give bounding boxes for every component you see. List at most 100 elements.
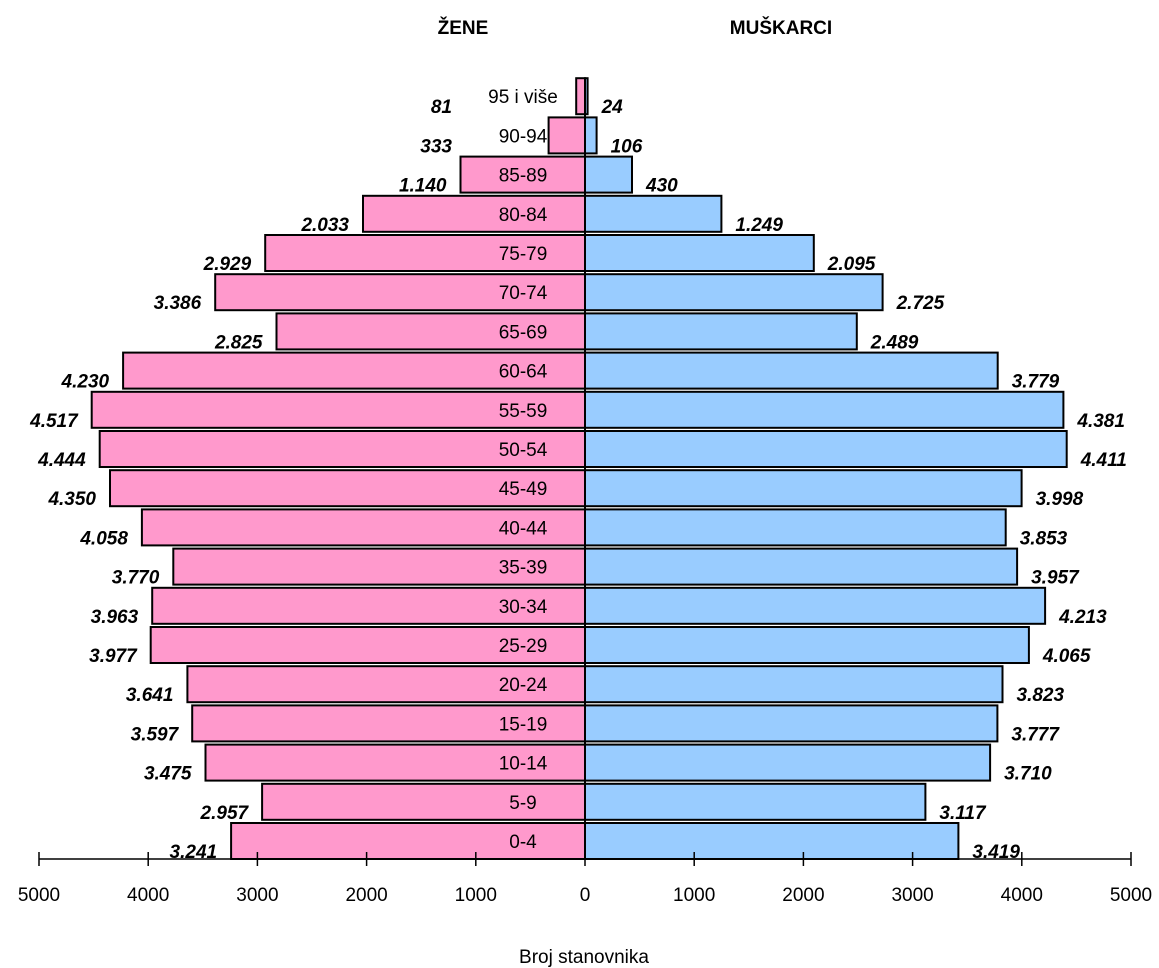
bar-women-35-39: [172, 547, 587, 586]
value-label-women-70-74: 3.386: [154, 293, 202, 314]
value-label-men-80-84: 1.249: [735, 215, 783, 236]
age-group-labels: 0-4 5-9 10-14 15-19 20-24 25-29 30-34 35-39 40-4…: [488, 87, 558, 853]
age-label-5-9: 5-9: [509, 793, 536, 814]
bar-men-75-79: [584, 234, 815, 272]
bar-women-40-44: [140, 508, 586, 547]
value-label-women-60-64: 4.230: [61, 372, 110, 393]
bar-women-5-9: [261, 782, 586, 821]
value-label-men-60-64: 3.779: [1012, 372, 1060, 393]
bar-women-60-64: [122, 351, 586, 390]
value-label-men-85-89: 430: [645, 176, 678, 197]
value-label-men-95-i-više: 24: [601, 97, 624, 118]
value-label-women-90-94: 333: [420, 136, 452, 157]
bar-men-60-64: [584, 351, 999, 390]
bar-men-5-9: [584, 782, 927, 821]
age-label-15-19: 15-19: [499, 714, 548, 735]
value-label-women-85-89: 1.140: [399, 176, 447, 197]
value-label-men-5-9: 3.117: [939, 803, 987, 824]
age-label-85-89: 85-89: [499, 166, 548, 187]
age-label-0-4: 0-4: [509, 832, 537, 853]
value-label-men-10-14: 3.710: [1004, 764, 1052, 785]
bar-women-25-29: [149, 626, 586, 664]
value-label-men-90-94: 106: [611, 136, 643, 157]
value-label-women-25-29: 3.977: [89, 646, 138, 667]
value-label-men-35-39: 3.957: [1031, 568, 1080, 589]
value-label-women-45-49: 4.350: [47, 489, 96, 510]
bar-men-50-54: [584, 430, 1068, 468]
x-axis-title: Broj stanovnika: [519, 947, 649, 968]
bar-women-90-94: [547, 116, 586, 155]
age-label-95-i-više: 95 i više: [488, 87, 558, 108]
value-label-women-15-19: 3.597: [131, 724, 180, 745]
bar-women-55-59: [90, 390, 586, 429]
bar-women-80-84: [362, 194, 586, 233]
age-label-75-79: 75-79: [499, 244, 548, 265]
value-label-women-35-39: 3.770: [112, 568, 160, 589]
value-label-men-50-54: 4.411: [1080, 450, 1127, 471]
value-label-women-75-79: 2.929: [203, 254, 252, 275]
value-label-women-50-54: 4.444: [37, 450, 86, 471]
x-tick-label: 1000: [673, 885, 715, 906]
value-label-women-5-9: 2.957: [200, 803, 250, 824]
age-label-20-24: 20-24: [499, 675, 548, 696]
bar-men-85-89: [584, 155, 633, 194]
value-label-men-40-44: 3.853: [1020, 528, 1068, 549]
x-tick-label: 4000: [1001, 885, 1043, 906]
men-bars: [584, 77, 1068, 860]
age-label-25-29: 25-29: [499, 636, 548, 657]
bar-men-10-14: [584, 743, 992, 782]
bar-men-40-44: [584, 508, 1007, 547]
age-label-55-59: 55-59: [499, 401, 548, 422]
bar-men-35-39: [584, 547, 1019, 586]
x-tick-label: 3000: [891, 885, 933, 906]
age-label-50-54: 50-54: [499, 440, 548, 461]
value-label-women-65-69: 2.825: [214, 332, 263, 353]
bar-women-20-24: [186, 665, 586, 704]
value-label-men-55-59: 4.381: [1076, 411, 1125, 432]
age-label-90-94: 90-94: [499, 126, 548, 147]
value-label-women-0-4: 3.241: [170, 842, 218, 863]
x-tick-label: 1000: [455, 885, 497, 906]
women-bars: [90, 77, 587, 860]
value-label-men-75-79: 2.095: [827, 254, 876, 275]
value-label-women-20-24: 3.641: [126, 685, 174, 706]
series-title-men: MUŠKARCI: [730, 17, 832, 39]
value-label-men-25-29: 4.065: [1042, 646, 1091, 667]
age-label-65-69: 65-69: [499, 322, 548, 343]
value-label-men-65-69: 2.489: [870, 332, 919, 353]
x-tick-label: 2000: [782, 885, 824, 906]
value-label-women-55-59: 4.517: [29, 411, 79, 432]
value-label-women-30-34: 3.963: [91, 607, 139, 628]
age-label-40-44: 40-44: [499, 518, 548, 539]
bar-men-25-29: [584, 626, 1030, 664]
age-label-35-39: 35-39: [499, 558, 548, 579]
value-label-men-15-19: 3.777: [1011, 724, 1060, 745]
bar-men-45-49: [584, 469, 1023, 508]
value-label-men-70-74: 2.725: [896, 293, 945, 314]
x-tick-label: 0: [580, 885, 591, 906]
value-label-men-0-4: 3.419: [972, 842, 1020, 863]
bar-women-65-69: [275, 312, 586, 351]
bar-men-55-59: [584, 390, 1065, 429]
x-tick-label: 5000: [1110, 885, 1152, 906]
value-label-men-30-34: 4.213: [1058, 607, 1107, 628]
age-label-80-84: 80-84: [499, 205, 548, 226]
bar-men-15-19: [584, 704, 999, 743]
age-label-45-49: 45-49: [499, 479, 548, 500]
value-label-men-45-49: 3.998: [1036, 489, 1084, 510]
age-label-60-64: 60-64: [499, 362, 548, 383]
bar-men-0-4: [584, 822, 960, 860]
x-tick-label: 4000: [127, 885, 169, 906]
bar-women-95-i-više: [575, 77, 587, 116]
value-labels: 3.241 3.419 2.957 3.117 3.475 3.710 3.597 3.777…: [29, 97, 1127, 863]
bar-women-0-4: [230, 822, 586, 860]
bar-men-70-74: [584, 273, 884, 312]
age-label-30-34: 30-34: [499, 597, 548, 618]
bar-men-20-24: [584, 665, 1004, 704]
value-label-women-40-44: 4.058: [79, 528, 128, 549]
bar-women-75-79: [264, 234, 586, 272]
x-tick-label: 3000: [236, 885, 278, 906]
age-label-70-74: 70-74: [499, 283, 548, 304]
bar-women-45-49: [109, 469, 586, 508]
